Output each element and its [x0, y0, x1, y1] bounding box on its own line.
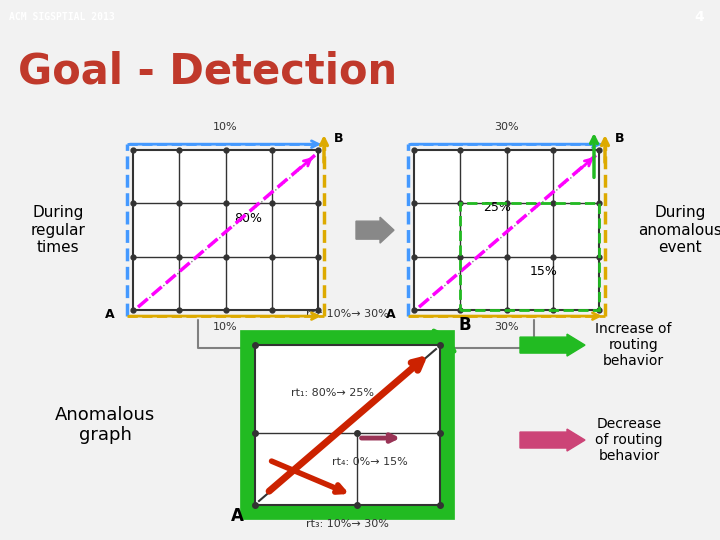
Text: Goal - Detection: Goal - Detection [18, 50, 397, 92]
Text: rt₁: 80%→ 25%: rt₁: 80%→ 25% [291, 388, 374, 399]
Text: 30%: 30% [494, 122, 519, 132]
Text: B: B [334, 132, 343, 145]
Text: 10%: 10% [213, 122, 238, 132]
Text: Increase of
routing
behavior: Increase of routing behavior [595, 322, 672, 368]
Text: During
regular
times: During regular times [30, 205, 86, 255]
Text: rt₄: 0%→ 15%: rt₄: 0%→ 15% [332, 457, 408, 467]
Text: 25%: 25% [483, 201, 511, 214]
Text: A: A [387, 308, 396, 321]
Text: Anomalous
graph: Anomalous graph [55, 406, 155, 444]
Text: rt₂: 10%→ 30%: rt₂: 10%→ 30% [306, 309, 389, 319]
Text: During
anomalous
event: During anomalous event [638, 205, 720, 255]
Text: ACM SIGSPTIAL 2013: ACM SIGSPTIAL 2013 [9, 12, 114, 22]
FancyArrow shape [520, 429, 585, 451]
Text: 15%: 15% [530, 265, 557, 278]
Text: 30%: 30% [494, 322, 519, 332]
FancyBboxPatch shape [133, 150, 318, 310]
Text: 80%: 80% [234, 212, 261, 225]
FancyArrow shape [520, 334, 585, 356]
Text: rt₃: 10%→ 30%: rt₃: 10%→ 30% [306, 519, 389, 529]
Text: A: A [105, 308, 115, 321]
Text: A: A [230, 507, 243, 525]
Text: B: B [615, 132, 624, 145]
Text: 4: 4 [694, 10, 704, 24]
FancyBboxPatch shape [414, 150, 599, 310]
Text: 10%: 10% [213, 322, 238, 332]
Text: B: B [458, 316, 471, 334]
Text: Decrease
of routing
behavior: Decrease of routing behavior [595, 417, 662, 463]
FancyArrow shape [356, 217, 394, 243]
FancyBboxPatch shape [255, 345, 440, 505]
FancyBboxPatch shape [245, 335, 450, 515]
